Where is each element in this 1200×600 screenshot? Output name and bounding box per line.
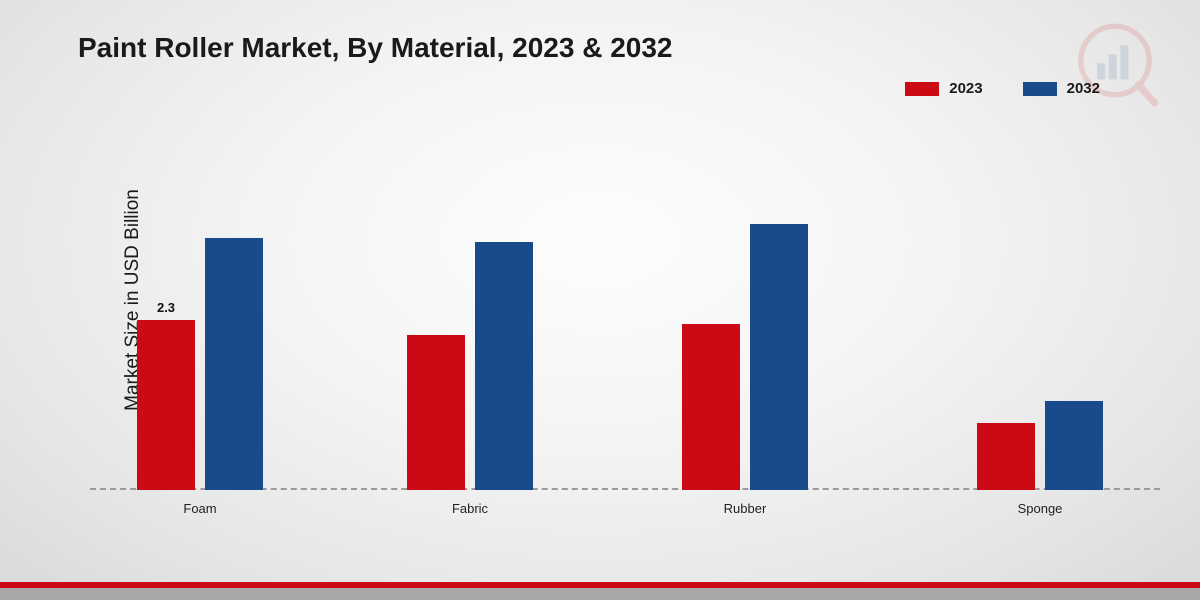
chart-container: Paint Roller Market, By Material, 2023 &… xyxy=(0,0,1200,600)
legend-label-2023: 2023 xyxy=(949,80,982,97)
x-axis-label: Sponge xyxy=(960,501,1120,516)
bar xyxy=(977,423,1035,490)
bar: 2.3 xyxy=(137,320,195,490)
legend: 2023 2032 xyxy=(905,80,1100,97)
legend-swatch-2032 xyxy=(1023,82,1057,96)
x-axis-label: Fabric xyxy=(390,501,550,516)
bar xyxy=(407,335,465,490)
bar-group xyxy=(665,224,825,490)
footer-accent-gray xyxy=(0,588,1200,600)
plot-area: 2.3 Foam Fabric Rubber Sponge xyxy=(90,120,1160,520)
x-axis-label: Foam xyxy=(120,501,280,516)
x-axis-label: Rubber xyxy=(665,501,825,516)
bar-value-label: 2.3 xyxy=(157,300,175,315)
bar xyxy=(205,238,263,490)
bar xyxy=(475,242,533,490)
legend-label-2032: 2032 xyxy=(1067,80,1100,97)
chart-title: Paint Roller Market, By Material, 2023 &… xyxy=(78,32,673,64)
bar-group xyxy=(390,242,550,490)
bar xyxy=(750,224,808,490)
bar xyxy=(682,324,740,491)
legend-swatch-2023 xyxy=(905,82,939,96)
bar-group: 2.3 xyxy=(120,238,280,490)
bar xyxy=(1045,401,1103,490)
legend-item-2032: 2032 xyxy=(1023,80,1100,97)
legend-item-2023: 2023 xyxy=(905,80,982,97)
bar-group xyxy=(960,401,1120,490)
